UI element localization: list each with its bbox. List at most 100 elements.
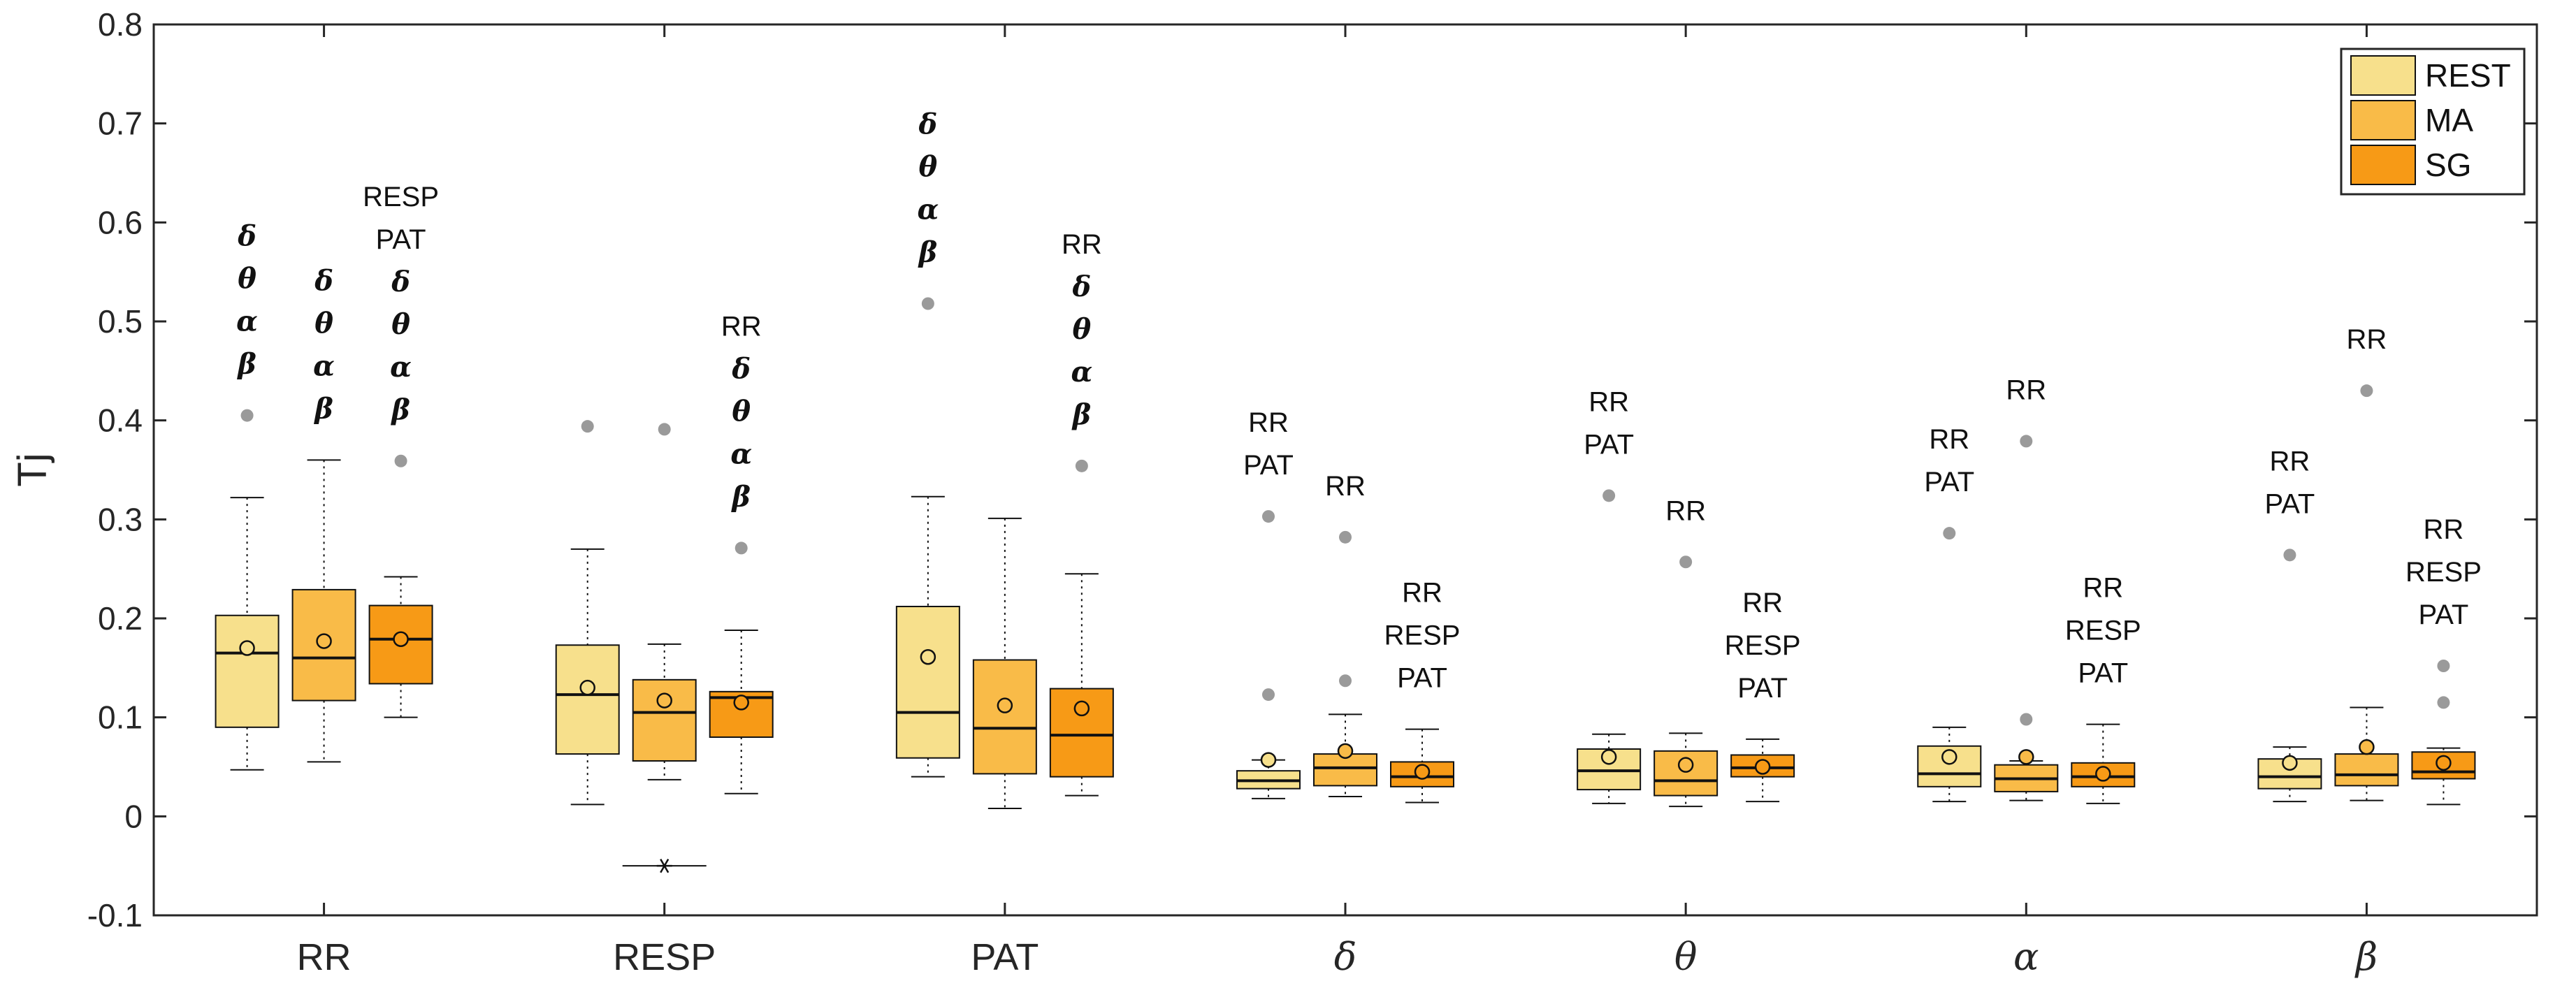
box-iqr xyxy=(632,678,697,762)
annotation-text: RESP xyxy=(2405,557,2482,588)
mean-marker xyxy=(2282,755,2298,771)
mean-marker xyxy=(1941,749,1958,765)
significance-annotation: RR xyxy=(1325,471,1366,502)
mean-marker xyxy=(2018,749,2034,765)
outlier-point xyxy=(1075,459,1088,472)
annotation-text: β xyxy=(918,236,938,269)
annotation-text: PAT xyxy=(1584,429,1634,460)
y-tick-label: 0.8 xyxy=(98,6,143,43)
mean-marker xyxy=(316,633,332,649)
annotation-text: α xyxy=(917,194,939,226)
annotation-text: θ xyxy=(391,308,410,341)
annotation-text: RR xyxy=(2424,514,2464,545)
legend-item-sg: SG xyxy=(2350,145,2471,185)
mean-marker xyxy=(1414,764,1431,780)
box-sg-0 xyxy=(368,454,433,718)
mean-marker xyxy=(1260,752,1277,768)
box-ma-1 xyxy=(622,423,707,873)
legend-item-rest: REST xyxy=(2350,55,2511,96)
outlier-point xyxy=(1339,530,1352,544)
legend-label: SG xyxy=(2425,147,2471,183)
x-tick-label: β xyxy=(2354,935,2378,979)
mean-marker xyxy=(656,692,672,709)
annotation-text: β xyxy=(313,392,333,425)
x-tick-label: α xyxy=(2013,935,2039,979)
box-ma-2 xyxy=(972,517,1037,809)
box-rest-1 xyxy=(555,420,620,806)
outlier-point xyxy=(1262,688,1275,702)
annotation-text: RR xyxy=(1248,407,1289,438)
box-iqr xyxy=(215,614,280,728)
annotation-text: δ xyxy=(1072,270,1092,303)
significance-annotation: RR PAT xyxy=(1584,386,1634,460)
asterisk-stroke xyxy=(660,859,670,873)
y-tick-label: 0.3 xyxy=(98,501,143,537)
annotation-text: RR xyxy=(1402,578,1442,609)
box-ma-0 xyxy=(291,459,356,763)
box-iqr xyxy=(1313,753,1377,787)
mean-marker xyxy=(920,649,936,665)
mean-marker xyxy=(239,640,255,656)
annotation-text: θ xyxy=(1073,313,1092,346)
annotation-text: β xyxy=(1071,398,1092,431)
mean-marker xyxy=(1600,749,1617,765)
annotation-text: θ xyxy=(919,151,938,184)
box-rest-6 xyxy=(2257,549,2322,803)
annotation-text: θ xyxy=(732,395,751,428)
significance-annotation: RR xyxy=(2347,324,2387,355)
annotation-text: β xyxy=(730,480,751,513)
annotation-text: α xyxy=(236,305,258,338)
annotation-text: RESP xyxy=(1384,620,1461,651)
box-rest-4 xyxy=(1577,489,1642,804)
annotation-text: RESP xyxy=(1725,630,1801,661)
annotation-text: δ xyxy=(391,266,410,298)
y-tick-label: 0.2 xyxy=(98,600,143,637)
significance-annotation: RR xyxy=(2006,375,2046,405)
y-axis-label: Tj xyxy=(10,453,55,486)
mean-marker xyxy=(2436,755,2452,771)
mean-marker xyxy=(579,679,595,696)
legend-label: MA xyxy=(2425,102,2473,138)
annotation-text: RESP xyxy=(363,182,439,212)
y-tick-label: 0.5 xyxy=(98,303,143,340)
box-iqr xyxy=(972,659,1037,775)
significance-annotation: RR xyxy=(1665,495,1706,526)
significance-annotation: RR PAT xyxy=(2264,446,2315,519)
outlier-point xyxy=(2020,713,2033,726)
box-iqr xyxy=(895,606,960,759)
annotation-text: RR xyxy=(2270,446,2310,477)
box-ma-4 xyxy=(1654,555,1718,808)
box-sg-1 xyxy=(709,542,774,794)
legend-item-ma: MA xyxy=(2350,100,2473,140)
outlier-point xyxy=(921,297,934,310)
y-tick-label: -0.1 xyxy=(87,897,143,933)
annotation-text: α xyxy=(313,349,335,382)
annotation-text: RR xyxy=(2083,573,2123,604)
mean-marker xyxy=(393,631,409,647)
mean-marker xyxy=(2095,766,2111,782)
mean-marker xyxy=(733,695,749,711)
box-ma-6 xyxy=(2334,384,2399,801)
outlier-point xyxy=(1679,555,1693,569)
annotation-text: PAT xyxy=(1737,673,1788,704)
legend-swatch xyxy=(2350,145,2416,185)
annotation-text: β xyxy=(236,348,256,381)
mean-marker xyxy=(1677,757,1694,773)
outlier-point xyxy=(735,542,748,555)
mean-marker xyxy=(1073,700,1090,717)
significance-annotation: RR RESP PAT xyxy=(2405,514,2482,630)
annotation-text: RR xyxy=(721,311,762,342)
y-tick-label: 0.4 xyxy=(98,402,143,439)
significance-annotation: RR PAT xyxy=(1243,407,1294,481)
mean-marker xyxy=(1754,759,1771,775)
outlier-point xyxy=(2437,660,2450,672)
y-tick-label: 0 xyxy=(124,798,143,834)
annotation-text: RR xyxy=(1325,471,1366,502)
box-sg-5 xyxy=(2071,723,2136,804)
annotation-text: RR xyxy=(1665,495,1706,526)
outlier-point xyxy=(1943,527,1956,540)
outlier-point xyxy=(1602,489,1616,502)
annotation-text: RESP xyxy=(2065,616,2141,646)
